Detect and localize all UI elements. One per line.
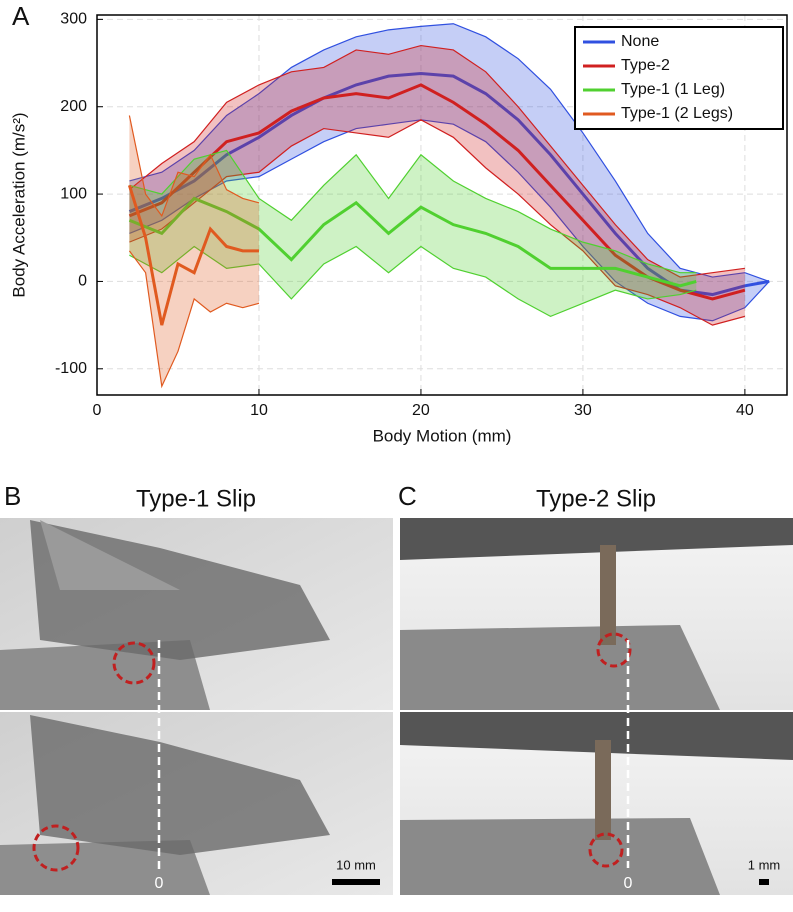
zero-label: 0: [155, 875, 164, 892]
x-tick-label: 30: [574, 402, 592, 419]
x-tick-label: 0: [93, 402, 102, 419]
zero-label: 0: [624, 875, 633, 892]
scale-label: 1 mm: [748, 857, 781, 872]
chart-a: 0 10 20 30 40 -100 0 100 200 300 Body Motion (mm) B…: [9, 11, 788, 445]
band-lower: [129, 245, 697, 318]
photo-b: [0, 518, 393, 895]
panel-title: Type-2 Slip: [536, 485, 656, 512]
y-tick-label: 0: [78, 273, 87, 290]
mean-line: [128, 83, 746, 301]
band-lower: [129, 119, 770, 322]
x-tick-label: 40: [736, 402, 754, 419]
plot-frame: [96, 14, 788, 396]
mean-line: [128, 196, 697, 288]
x-axis-label: Body Motion (mm): [373, 426, 512, 445]
x-tick-label: 20: [412, 402, 430, 419]
photo-c: [400, 518, 793, 895]
band-upper: [129, 149, 697, 274]
band-lower: [128, 250, 260, 389]
panel-label: C: [398, 481, 417, 511]
y-axis-label: Body Acceleration (m/s²): [9, 112, 28, 297]
y-tick-label: 200: [60, 98, 87, 115]
x-tick-label: 10: [250, 402, 268, 419]
y-tick-label: 100: [60, 185, 87, 202]
band-upper: [129, 23, 770, 283]
panel-label: B: [4, 481, 21, 511]
legend-label: Type-1 (2 Legs): [621, 105, 733, 122]
mean-line: [127, 184, 259, 326]
panel-label: A: [12, 1, 30, 31]
band-upper: [129, 44, 745, 278]
y-tick-label: -100: [55, 360, 87, 377]
legend-label: Type-2: [621, 57, 670, 74]
panel-title: Type-1 Slip: [136, 485, 256, 512]
band-lower: [129, 119, 746, 326]
legend-label: Type-1 (1 Leg): [621, 81, 725, 98]
scale-label: 10 mm: [336, 857, 376, 872]
legend-label: None: [621, 33, 659, 50]
band-fill: [129, 150, 697, 317]
band-upper: [128, 115, 260, 218]
y-tick-label: 300: [60, 11, 87, 28]
legend-box: [574, 26, 784, 130]
